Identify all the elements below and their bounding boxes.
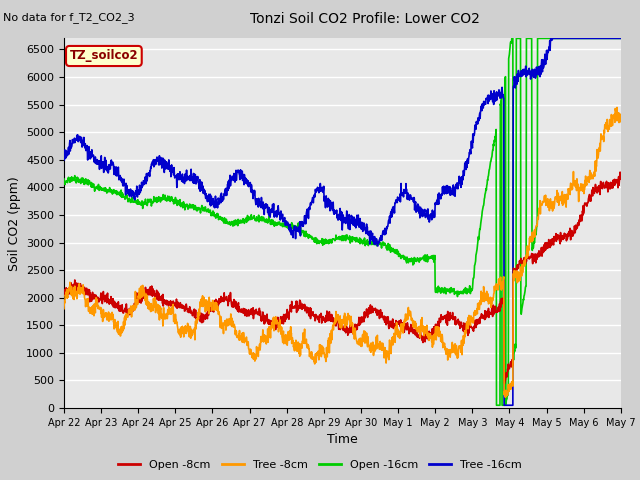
Y-axis label: Soil CO2 (ppm): Soil CO2 (ppm) (8, 176, 20, 271)
Text: TZ_soilco2: TZ_soilco2 (70, 49, 138, 62)
X-axis label: Time: Time (327, 433, 358, 446)
Legend: Open -8cm, Tree -8cm, Open -16cm, Tree -16cm: Open -8cm, Tree -8cm, Open -16cm, Tree -… (113, 456, 527, 474)
Text: Tonzi Soil CO2 Profile: Lower CO2: Tonzi Soil CO2 Profile: Lower CO2 (250, 12, 480, 26)
Text: No data for f_T2_CO2_3: No data for f_T2_CO2_3 (3, 12, 135, 23)
